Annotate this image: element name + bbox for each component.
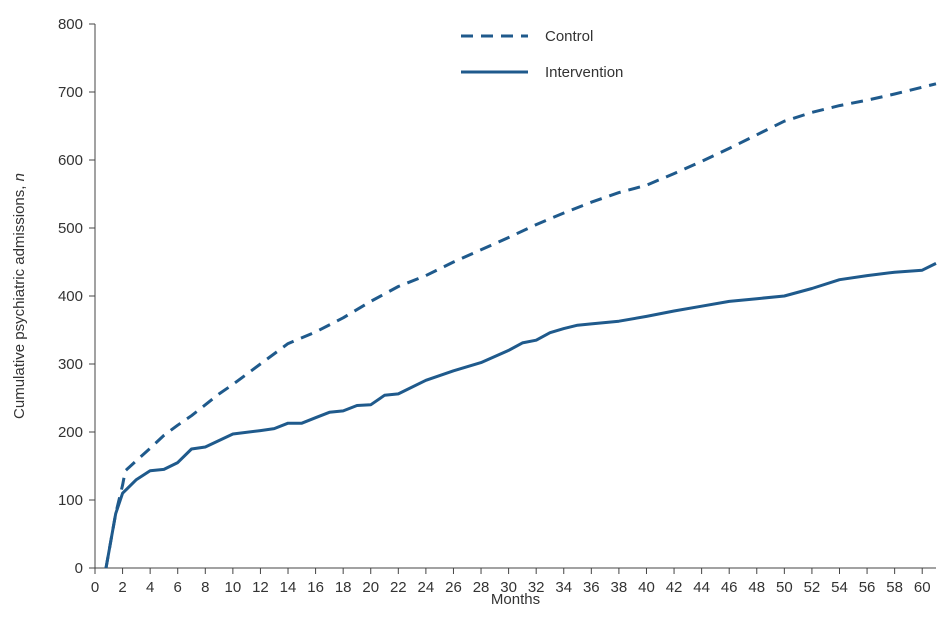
x-tick-label: 20 xyxy=(362,579,379,596)
x-tick-label: 28 xyxy=(473,579,490,596)
x-tick-label: 40 xyxy=(638,579,655,596)
y-tick-label: 400 xyxy=(58,288,83,305)
series-layer xyxy=(104,82,937,569)
x-tick-label: 30 xyxy=(500,579,517,596)
legend-label-intervention: Intervention xyxy=(545,64,623,81)
x-tick-label: 52 xyxy=(804,579,821,596)
x-tick-label: 24 xyxy=(418,579,435,596)
x-tick-label: 2 xyxy=(118,579,126,596)
x-tick-label: 16 xyxy=(307,579,324,596)
x-tick-label: 8 xyxy=(201,579,209,596)
y-axis-title-text: Cumulative psychiatric admissions, xyxy=(11,181,28,419)
y-tick-label: 0 xyxy=(75,560,83,577)
x-tick-label: 48 xyxy=(748,579,765,596)
x-tick-label: 56 xyxy=(859,579,876,596)
x-tick-label: 4 xyxy=(146,579,154,596)
x-tick-label: 14 xyxy=(280,579,297,596)
x-tick-label: 10 xyxy=(225,579,242,596)
x-tick-label: 60 xyxy=(914,579,931,596)
x-tick-label: 36 xyxy=(583,579,600,596)
y-tick-label: 800 xyxy=(58,16,83,33)
y-tick-label: 100 xyxy=(58,492,83,509)
y-tick-label: 700 xyxy=(58,84,83,101)
y-axis-title-variable: n xyxy=(11,173,28,181)
x-tick-label: 22 xyxy=(390,579,407,596)
x-tick-label: 42 xyxy=(666,579,683,596)
x-tick-label: 54 xyxy=(831,579,848,596)
x-tick-label: 38 xyxy=(611,579,628,596)
y-tick-label: 500 xyxy=(58,220,83,237)
y-tick-label: 600 xyxy=(58,152,83,169)
x-tick-label: 18 xyxy=(335,579,352,596)
x-tick-label: 32 xyxy=(528,579,545,596)
x-tick-label: 6 xyxy=(174,579,182,596)
y-axis-title: Cumulative psychiatric admissions, n xyxy=(11,173,28,419)
x-tick-label: 58 xyxy=(886,579,903,596)
x-tick-label: 50 xyxy=(776,579,793,596)
legend-label-control: Control xyxy=(545,28,593,45)
series-line-intervention xyxy=(104,262,937,569)
y-tick-label: 200 xyxy=(58,424,83,441)
x-tick-label: 0 xyxy=(91,579,99,596)
series-line-control xyxy=(104,82,937,569)
x-tick-label: 12 xyxy=(252,579,269,596)
x-tick-label: 46 xyxy=(721,579,738,596)
legend: Control Intervention xyxy=(461,28,623,81)
x-tick-label: 26 xyxy=(445,579,462,596)
x-axis-title: Months xyxy=(491,591,540,608)
x-tick-label: 44 xyxy=(693,579,710,596)
y-tick-label: 300 xyxy=(58,356,83,373)
x-tick-label: 34 xyxy=(555,579,572,596)
